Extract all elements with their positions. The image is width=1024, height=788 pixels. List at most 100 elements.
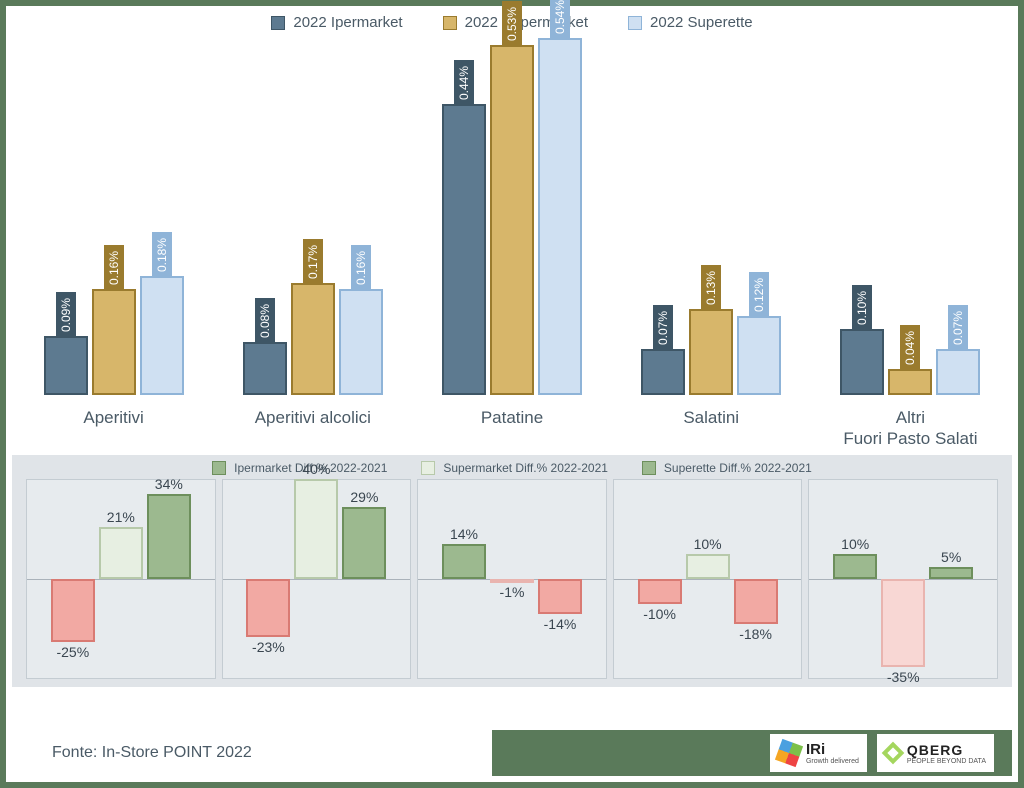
bar: 0.17% (291, 283, 335, 395)
diff-bar (490, 579, 534, 583)
source-text: Fonte: In-Store POINT 2022 (52, 744, 252, 762)
logo-qberg-text: QBERG (907, 742, 963, 758)
bar: 0.12% (737, 316, 781, 395)
footer-logos: IRi Growth delivered QBERG PEOPLE BEYOND… (770, 734, 1012, 772)
diff-bar-cluster: -25%21%34% (27, 480, 215, 678)
category-label: Aperitivi alcolici (255, 407, 371, 455)
bar-value-label: 0.18% (152, 232, 172, 278)
bar-value-label: 0.07% (948, 305, 968, 351)
diff-panel: -23% 40% 29% (222, 479, 412, 679)
diff-bar-wrap: 29% (342, 480, 386, 678)
diff-bar-wrap: -14% (538, 480, 582, 678)
diff-bar-cluster: 10% -35% 5% (809, 480, 997, 678)
bar-cluster: 0.08%0.17%0.16% (225, 25, 400, 395)
diff-value-label: 10% (694, 536, 722, 552)
diff-bar (929, 567, 973, 580)
bar-value-label: 0.17% (303, 239, 323, 285)
logo-iri-text: IRi (806, 741, 825, 758)
diff-value-label: 21% (107, 509, 135, 525)
diff-legend-item: Supermarket Diff.% 2022-2021 (421, 461, 608, 475)
legend-swatch (421, 461, 435, 475)
bar: 0.53% (490, 45, 534, 395)
bar: 0.07% (641, 349, 685, 395)
diff-bar (442, 544, 486, 579)
logo-qberg-sub: PEOPLE BEYOND DATA (907, 758, 986, 765)
diff-bar-wrap: -25% (51, 480, 95, 678)
bar-value-label: 0.04% (900, 325, 920, 371)
diff-bar-wrap: 14% (442, 480, 486, 678)
diff-value-label: 10% (841, 536, 869, 552)
diff-value-label: -25% (56, 644, 89, 660)
diff-bar-cluster: -23% 40% 29% (223, 480, 411, 678)
legend-label: Superette Diff.% 2022-2021 (664, 461, 812, 475)
logo-iri: IRi Growth delivered (770, 734, 867, 772)
legend-label: Supermarket Diff.% 2022-2021 (443, 461, 608, 475)
bar: 0.54% (538, 38, 582, 395)
bar-value-label: 0.08% (255, 298, 275, 344)
bar: 0.18% (140, 276, 184, 395)
diff-legend-item: Ipermarket Diff.% 2022-2021 (212, 461, 387, 475)
bar-value-label: 0.13% (701, 265, 721, 311)
diff-bar-wrap: -1% (490, 480, 534, 678)
category-group: 0.10%0.04%0.07%AltriFuori Pasto Salati (823, 25, 998, 455)
top-bar-chart: 0.09%0.16%0.18%Aperitivi0.08%0.17%0.16%A… (6, 35, 1018, 455)
diff-bar-chart: -25% 21% 34% -23% 40% 29% 14% -1% -14% -10% 10% -18… (12, 479, 1012, 687)
diff-value-label: -1% (500, 584, 525, 600)
diff-bar-wrap: -18% (734, 480, 778, 678)
category-group: 0.09%0.16%0.18%Aperitivi (26, 25, 201, 455)
iri-cube-icon (775, 739, 803, 767)
diff-bar-wrap: 21% (99, 480, 143, 678)
diff-bar (881, 579, 925, 667)
category-group: 0.44%0.53%0.54%Patatine (424, 25, 599, 455)
bar: 0.04% (888, 369, 932, 395)
bar: 0.16% (92, 289, 136, 395)
diff-bar-cluster: -10% 10% -18% (614, 480, 802, 678)
diff-bar (734, 579, 778, 624)
footer-bar: Fonte: In-Store POINT 2022 IRi Growth de… (12, 730, 1012, 776)
bar-cluster: 0.10%0.04%0.07% (823, 25, 998, 395)
logo-iri-sub: Growth delivered (806, 758, 859, 765)
bar-value-label: 0.10% (852, 285, 872, 331)
diff-value-label: -35% (887, 669, 920, 685)
diff-value-label: 34% (155, 476, 183, 492)
legend-swatch (642, 461, 656, 475)
diff-value-label: 29% (350, 489, 378, 505)
bar: 0.07% (936, 349, 980, 395)
diff-bar-wrap: -23% (246, 480, 290, 678)
diff-legend-item: Superette Diff.% 2022-2021 (642, 461, 812, 475)
diff-panel: -25% 21% 34% (26, 479, 216, 679)
diff-bar-cluster: 14% -1% -14% (418, 480, 606, 678)
category-group: 0.08%0.17%0.16%Aperitivi alcolici (225, 25, 400, 455)
logo-qberg: QBERG PEOPLE BEYOND DATA (877, 734, 994, 772)
bar-value-label: 0.53% (502, 1, 522, 47)
diff-bar (638, 579, 682, 604)
diff-bar (99, 527, 143, 580)
diff-bar-wrap: 10% (686, 480, 730, 678)
category-label: Salatini (683, 407, 739, 455)
diff-bar-wrap: -10% (638, 480, 682, 678)
category-label: Aperitivi (83, 407, 143, 455)
diff-value-label: -23% (252, 639, 285, 655)
legend-swatch (212, 461, 226, 475)
diff-bar (833, 554, 877, 579)
diff-bar-wrap: -35% (881, 480, 925, 678)
qberg-diamond-icon (882, 742, 905, 765)
diff-bar-wrap: 5% (929, 480, 973, 678)
category-label: AltriFuori Pasto Salati (843, 407, 977, 455)
bar-value-label: 0.44% (454, 60, 474, 106)
diff-bar (342, 507, 386, 580)
bar: 0.16% (339, 289, 383, 395)
diff-value-label: 5% (941, 549, 961, 565)
diff-panel: -10% 10% -18% (613, 479, 803, 679)
bar-value-label: 0.09% (56, 292, 76, 338)
diff-bar-wrap: 40% (294, 480, 338, 678)
bar: 0.09% (44, 336, 88, 395)
category-group: 0.07% 0.13% 0.12% Salatini (624, 25, 799, 455)
chart-frame: 2022 Ipermarket2022 Supermarket2022 Supe… (0, 0, 1024, 788)
bar: 0.10% (840, 329, 884, 395)
diff-section: Ipermarket Diff.% 2022-2021 Supermarket D… (12, 455, 1012, 687)
diff-bar (294, 479, 338, 579)
diff-bar (51, 579, 95, 642)
diff-value-label: -18% (739, 626, 772, 642)
bar-cluster: 0.09%0.16%0.18% (26, 25, 201, 395)
